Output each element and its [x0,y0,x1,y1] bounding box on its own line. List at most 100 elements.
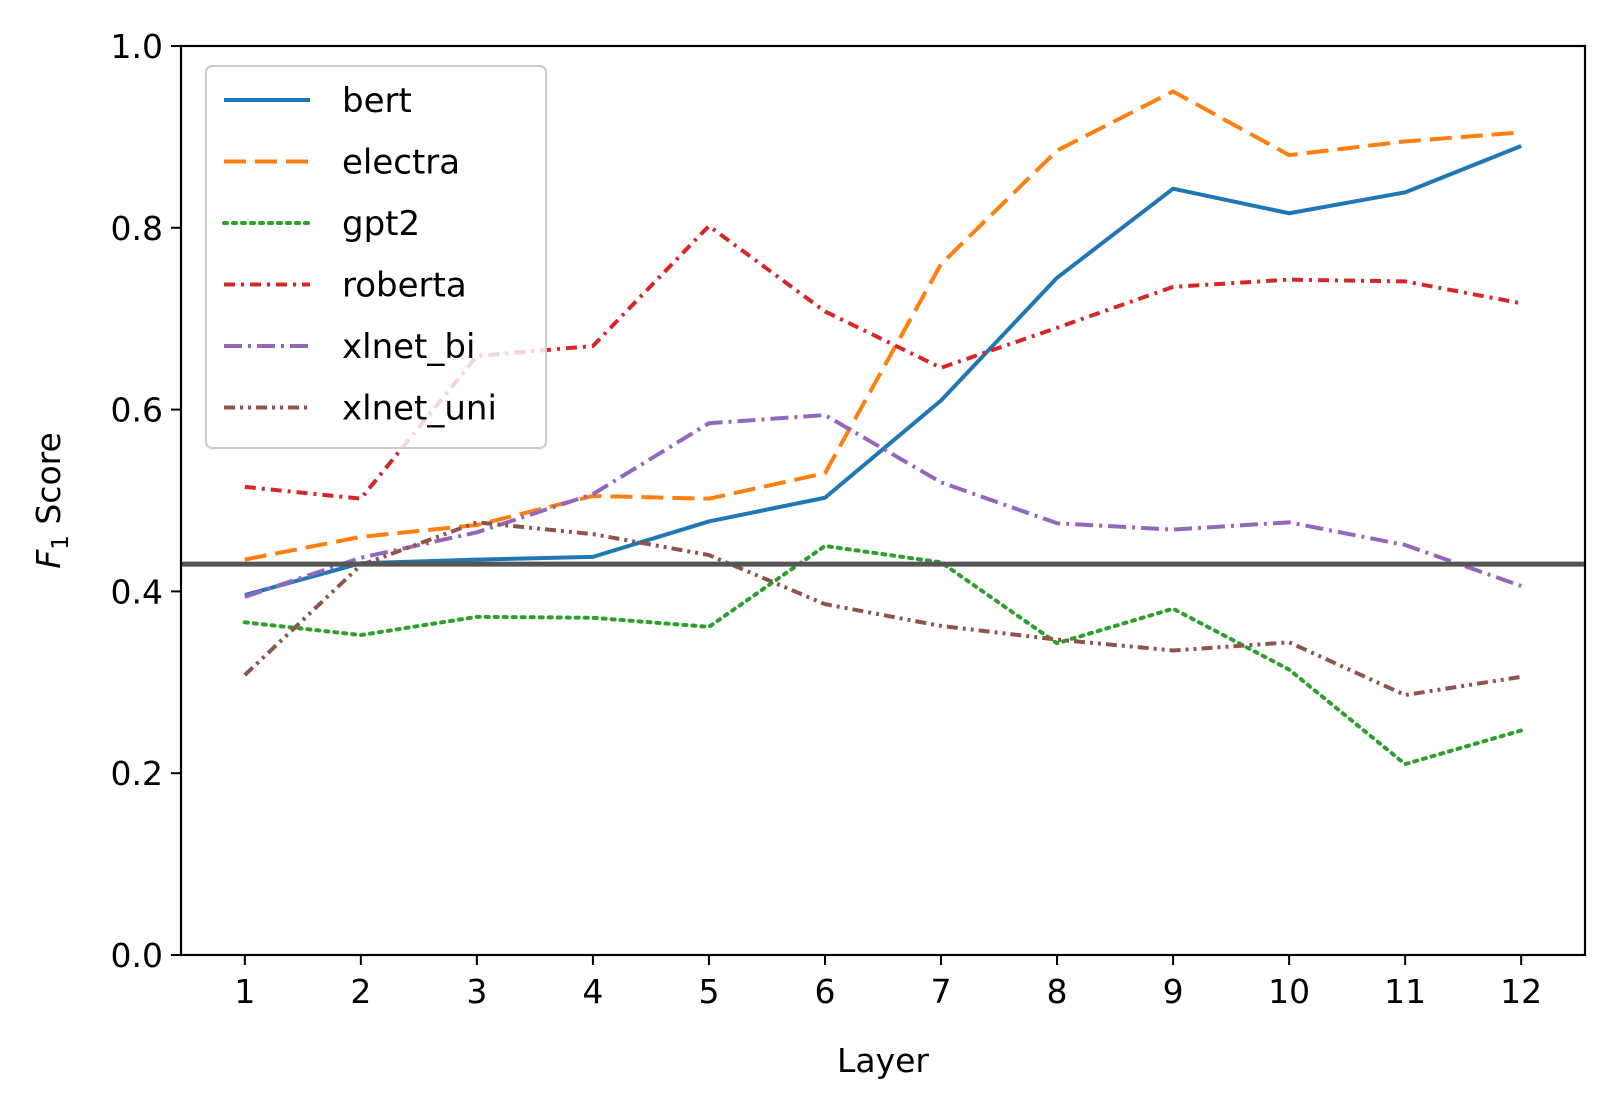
x-tick-label: 1 [234,972,255,1011]
data-point-bert-9 [1171,187,1175,191]
data-point-bert-6 [823,496,827,500]
data-point-xlnet_uni-8 [1055,638,1059,642]
x-tick-label: 3 [466,972,487,1011]
legend-label-electra: electra [342,143,460,183]
data-point-xlnet_bi-6 [823,413,827,417]
data-point-roberta-4 [591,344,595,348]
data-point-bert-8 [1055,276,1059,280]
data-point-electra-9 [1171,89,1175,93]
y-tick-label: 0.8 [111,209,163,248]
x-tick-label: 5 [698,972,719,1011]
y-tick-label: 0.6 [111,391,163,430]
data-point-roberta-2 [359,497,363,501]
data-point-gpt2-11 [1403,762,1407,766]
legend-label-xlnet_bi: xlnet_bi [342,327,475,367]
data-point-roberta-6 [823,309,827,313]
data-point-xlnet_bi-7 [939,480,943,484]
axes: 1 2 3 4 5 6 7 8 9 10 11 120.00.20.40.60.81.0LayerF1… [29,27,1587,1080]
data-point-xlnet_uni-4 [591,532,595,536]
data-point-gpt2-1 [243,620,247,624]
data-point-bert-5 [707,519,711,523]
data-point-xlnet_bi-12 [1519,584,1523,588]
legend: bert electra gpt2 roberta xlnet_bi xlnet_uni [205,65,547,449]
data-point-roberta-5 [707,224,711,228]
data-point-roberta-7 [939,366,943,370]
data-point-electra-5 [707,497,711,501]
data-point-xlnet_bi-10 [1287,520,1291,524]
data-point-bert-10 [1287,211,1291,215]
data-point-gpt2-3 [475,615,479,619]
series-line-electra [244,89,1522,562]
x-tick-label: 12 [1500,972,1542,1011]
data-point-xlnet_uni-12 [1519,675,1523,679]
y-tick-label: 1.0 [111,27,163,66]
data-point-roberta-10 [1287,278,1291,282]
data-point-electra-12 [1519,130,1523,134]
x-tick-label: 2 [350,972,371,1011]
data-point-electra-6 [823,471,827,475]
legend-label-xlnet_uni: xlnet_uni [342,389,497,429]
series-line-gpt2 [242,543,1524,767]
data-point-electra-10 [1287,153,1291,157]
y-axis-label: F1 Score [29,432,74,569]
data-point-xlnet_uni-10 [1287,640,1291,644]
data-point-roberta-9 [1171,285,1175,289]
series-line-xlnet_bi [244,413,1522,599]
data-point-roberta-1 [243,485,247,489]
series-line-xlnet_uni [243,520,1522,698]
legend-label-bert: bert [342,81,412,121]
data-point-gpt2-6 [823,544,827,548]
x-tick-label: 10 [1268,972,1310,1011]
data-point-xlnet_bi-8 [1055,521,1059,525]
y-tick-label: 0.4 [111,572,163,611]
data-point-xlnet_bi-3 [475,530,479,534]
data-point-xlnet_uni-3 [475,520,479,524]
data-point-xlnet_uni-11 [1403,693,1407,697]
data-point-xlnet_bi-9 [1171,528,1175,532]
data-point-xlnet_bi-2 [359,556,363,560]
data-point-xlnet_bi-11 [1403,543,1407,547]
data-point-xlnet_uni-1 [243,673,247,677]
data-point-gpt2-2 [359,633,363,637]
data-point-gpt2-5 [707,625,711,629]
x-tick-label: 6 [814,972,835,1011]
data-point-bert-11 [1403,190,1407,194]
x-tick-label: 4 [582,972,603,1011]
data-point-bert-12 [1519,144,1523,148]
data-point-xlnet_bi-5 [707,421,711,425]
data-point-xlnet_bi-4 [591,492,595,496]
y-tick-label: 0.2 [111,754,163,793]
legend-label-roberta: roberta [342,266,467,306]
x-axis-label: Layer [837,1041,929,1080]
data-point-roberta-12 [1519,301,1523,305]
legend-label-gpt2: gpt2 [342,204,420,244]
series-line-bert [244,144,1522,597]
data-point-electra-11 [1403,139,1407,143]
x-tick-label: 8 [1047,972,1068,1011]
data-point-xlnet_bi-1 [243,595,247,599]
x-tick-label: 11 [1384,972,1426,1011]
data-point-electra-7 [939,262,943,266]
data-point-gpt2-12 [1519,728,1523,732]
data-point-xlnet_uni-7 [939,624,943,628]
data-point-bert-7 [939,399,943,403]
data-point-xlnet_uni-6 [823,602,827,606]
data-point-xlnet_uni-9 [1171,648,1175,652]
data-point-gpt2-9 [1171,607,1175,611]
data-point-bert-4 [591,555,595,559]
data-point-gpt2-10 [1287,668,1291,672]
data-point-roberta-8 [1055,326,1059,330]
x-tick-label: 9 [1163,972,1184,1011]
data-point-roberta-11 [1403,279,1407,283]
data-point-xlnet_uni-5 [707,553,711,557]
y-tick-label: 0.0 [111,936,163,975]
data-point-electra-1 [243,558,247,562]
data-point-bert-3 [475,558,479,562]
axes-frame [179,44,1587,957]
data-point-electra-8 [1055,149,1059,153]
data-point-gpt2-8 [1055,641,1059,645]
x-tick-label: 7 [931,972,952,1011]
data-point-electra-2 [359,535,363,539]
